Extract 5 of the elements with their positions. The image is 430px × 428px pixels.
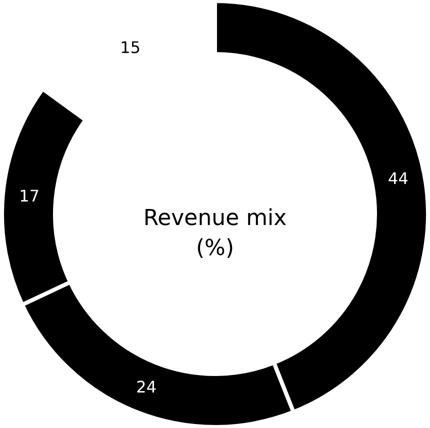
text: Revenue mix (%) [143,206,287,261]
data-label: 17 [19,186,40,206]
data-label: 15 [120,38,141,57]
data-label: 44 [388,169,408,188]
data-label: 24 [136,377,157,396]
